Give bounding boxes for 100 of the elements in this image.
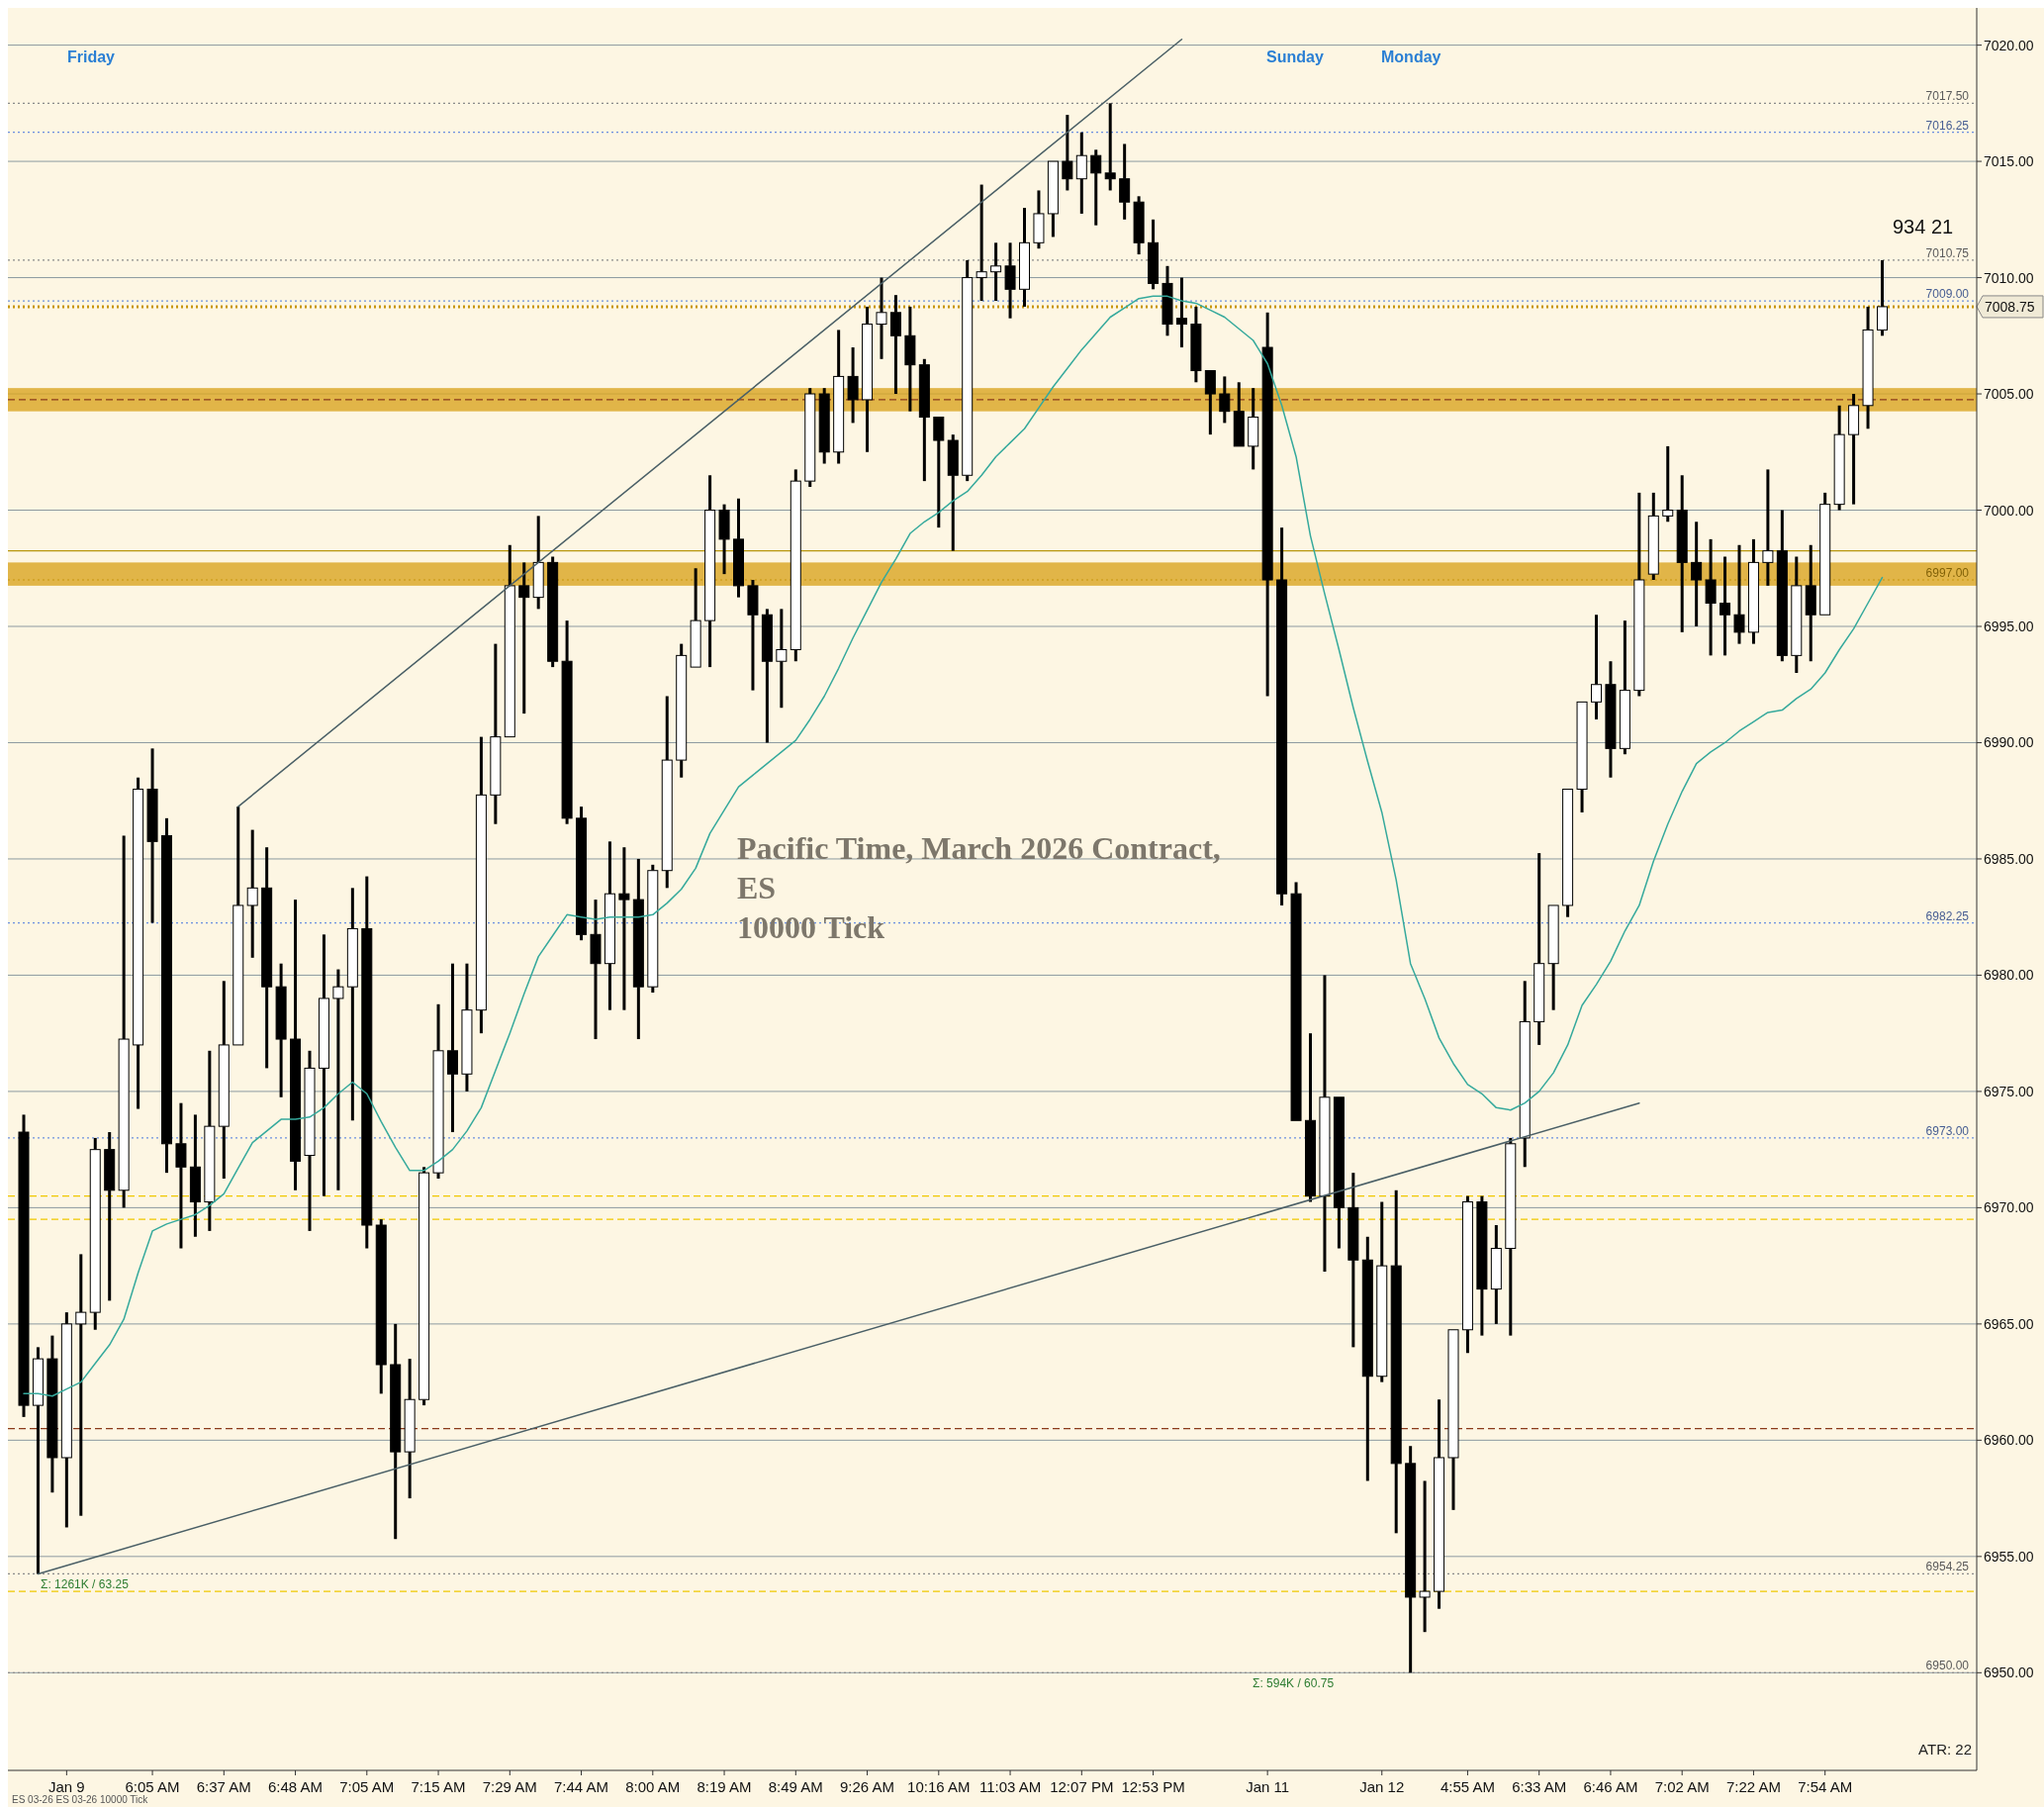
annotation: Sunday xyxy=(1266,48,1324,65)
candlestick xyxy=(146,748,158,923)
annotation: Friday xyxy=(67,48,116,65)
x-tick-label: 6:33 AM xyxy=(1512,1778,1567,1795)
ref-line-label: 6954.25 xyxy=(1925,1560,1970,1574)
ref-line-label: 7008.75 xyxy=(1985,298,2035,315)
candlestick xyxy=(118,835,130,1208)
candlestick xyxy=(133,777,144,1109)
candlestick xyxy=(275,963,287,1097)
candlestick xyxy=(404,1359,416,1500)
x-tick-label: 6:37 AM xyxy=(196,1778,251,1795)
candlestick xyxy=(1419,1480,1431,1634)
ref-line-label: 6997.00 xyxy=(1925,566,1970,580)
candlestick xyxy=(1248,388,1259,470)
candlestick xyxy=(1490,1225,1502,1324)
ref-line-label: 7010.75 xyxy=(1925,245,1970,260)
y-tick-label: 6975.00 xyxy=(1984,1083,2034,1099)
candlestick xyxy=(1233,382,1245,447)
text: ATR: 22 xyxy=(1918,1741,1972,1758)
candlestick xyxy=(32,1347,44,1574)
candlestick xyxy=(1434,1399,1445,1609)
candlestick xyxy=(218,981,230,1180)
candlestick xyxy=(518,562,530,715)
candlestick xyxy=(690,568,701,668)
candlestick xyxy=(361,876,373,1249)
candlestick xyxy=(976,184,987,303)
candlestick xyxy=(1276,527,1288,905)
candlestick xyxy=(904,305,916,412)
x-tick-label: 7:15 AM xyxy=(411,1778,466,1795)
candlestick xyxy=(1175,277,1187,349)
candlestick xyxy=(1819,491,1831,616)
candlestick xyxy=(1204,370,1216,436)
x-tick-label: 7:29 AM xyxy=(482,1778,537,1795)
candlestick xyxy=(60,1312,72,1528)
candlestick xyxy=(390,1322,402,1541)
x-tick-label: 7:54 AM xyxy=(1798,1778,1853,1795)
y-tick-label: 7010.00 xyxy=(1984,269,2034,286)
candlestick xyxy=(1533,853,1545,1045)
candlestick xyxy=(461,963,473,1092)
candlestick xyxy=(1447,1329,1459,1510)
candlestick xyxy=(1290,882,1302,1121)
candlestick xyxy=(632,857,644,1041)
candlestick xyxy=(1161,264,1173,336)
candlestick xyxy=(790,469,801,663)
candlestick xyxy=(475,736,487,1035)
x-tick-label: 12:53 PM xyxy=(1121,1778,1185,1795)
candlestick xyxy=(604,841,615,1010)
candlestick xyxy=(332,969,344,1190)
candlestick xyxy=(1190,305,1202,383)
candlestick xyxy=(346,888,358,1121)
candlestick xyxy=(1319,975,1331,1273)
y-tick-label: 6985.00 xyxy=(1984,850,2034,867)
candlestick xyxy=(990,242,1002,303)
y-tick-label: 6965.00 xyxy=(1984,1315,2034,1332)
ref-line-label: 7009.00 xyxy=(1925,287,1970,302)
y-tick-label: 7015.00 xyxy=(1984,153,2034,170)
candlestick xyxy=(1133,196,1145,256)
annotation: Monday xyxy=(1381,48,1441,65)
candlestick xyxy=(504,543,515,738)
candlestick xyxy=(1605,661,1617,778)
candlestick xyxy=(1862,305,1874,429)
y-tick-label: 6980.00 xyxy=(1984,967,2034,984)
candlestick xyxy=(232,807,244,1046)
candlestick xyxy=(304,1049,316,1231)
candlestick xyxy=(1019,208,1030,307)
candlestick xyxy=(862,305,874,452)
line-series xyxy=(23,295,1884,1397)
candlestick xyxy=(1261,311,1273,697)
x-tick-label: 7:22 AM xyxy=(1725,1778,1781,1795)
candlestick xyxy=(1104,103,1116,191)
x-tick-label: 7:05 AM xyxy=(339,1778,395,1795)
candlestick xyxy=(1547,904,1559,1010)
ref-line-label: 6982.25 xyxy=(1925,908,1970,923)
ref-line-label: 7017.50 xyxy=(1925,89,1970,104)
candlestick xyxy=(490,643,502,824)
y-tick-label: 7005.00 xyxy=(1984,386,2034,403)
candlestick xyxy=(290,900,302,1190)
candlestick xyxy=(661,696,673,889)
text: 10000 Tick xyxy=(737,909,885,945)
y-tick-label: 6995.00 xyxy=(1984,618,2034,634)
candlestick xyxy=(776,609,788,710)
candlestick xyxy=(532,516,544,610)
x-tick-label: Jan 12 xyxy=(1359,1778,1405,1795)
candlestick xyxy=(704,475,716,669)
candlestick xyxy=(1119,143,1131,220)
annotation: Σ: 594K / 60.75 xyxy=(1253,1676,1335,1690)
candlestick xyxy=(161,816,172,1175)
candlestick xyxy=(1333,1096,1345,1249)
candlestick xyxy=(46,1335,58,1494)
ref-line-label: 7016.25 xyxy=(1925,118,1970,133)
candlestick xyxy=(1376,1201,1388,1382)
candlestick xyxy=(876,277,887,359)
text: ES 03-26 ES 03-26 10000 Tick xyxy=(12,1794,149,1805)
candlestick xyxy=(75,1254,87,1516)
candlestick xyxy=(1676,475,1688,632)
y-tick-label: 7000.00 xyxy=(1984,502,2034,519)
candlestick xyxy=(104,1132,116,1301)
x-tick-label: 8:49 AM xyxy=(768,1778,823,1795)
ref-line-label: 6950.00 xyxy=(1925,1659,1970,1673)
candlestick xyxy=(261,847,273,1069)
